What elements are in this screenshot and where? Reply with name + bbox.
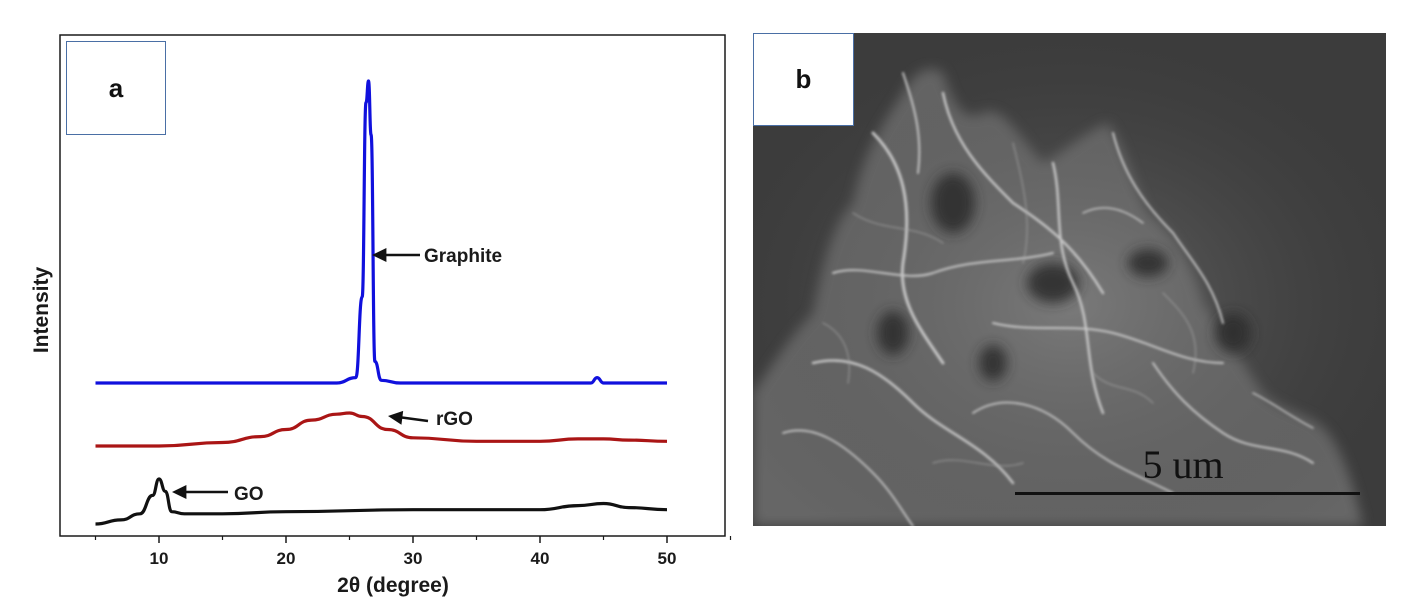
annotation-arrow-head	[372, 248, 387, 262]
chart-axes: 10 20 30 40 50	[59, 34, 732, 568]
sem-micrograph-graphic	[753, 33, 1386, 526]
x-axis-label: 2θ (degree)	[337, 574, 449, 597]
xrd-chart: 10 20 30 40 50 Graphite rGO GO 2θ (degree) Int…	[30, 34, 732, 597]
plot-frame	[59, 34, 726, 537]
panel-a-label: a	[66, 41, 166, 135]
annotation-label-go: GO	[234, 484, 264, 505]
x-tick-label: 10	[150, 549, 169, 568]
x-tick-label: 50	[658, 549, 677, 568]
scale-bar-label: 5 um	[1142, 442, 1224, 487]
series-line-rgo	[95, 411, 668, 448]
sem-image: b 5 um	[753, 33, 1386, 526]
annotation-label-rgo: rGO	[436, 409, 473, 430]
y-axis-label: Intensity	[30, 267, 53, 354]
series-line-go	[95, 477, 668, 526]
chart-annotations: Graphite rGO GO	[172, 246, 502, 505]
x-tick-label: 30	[404, 549, 423, 568]
chart-series	[95, 79, 668, 526]
series-line-graphite	[95, 79, 667, 385]
annotation-arrow-head	[172, 485, 187, 499]
panel-b-label: b	[753, 33, 854, 126]
annotation-label-graphite: Graphite	[424, 246, 502, 267]
annotation-arrow-head	[388, 410, 404, 425]
x-tick-label: 20	[277, 549, 296, 568]
scale-bar	[1015, 492, 1360, 495]
annotation-arrow-shaft	[399, 416, 429, 423]
x-tick-label: 40	[531, 549, 550, 568]
